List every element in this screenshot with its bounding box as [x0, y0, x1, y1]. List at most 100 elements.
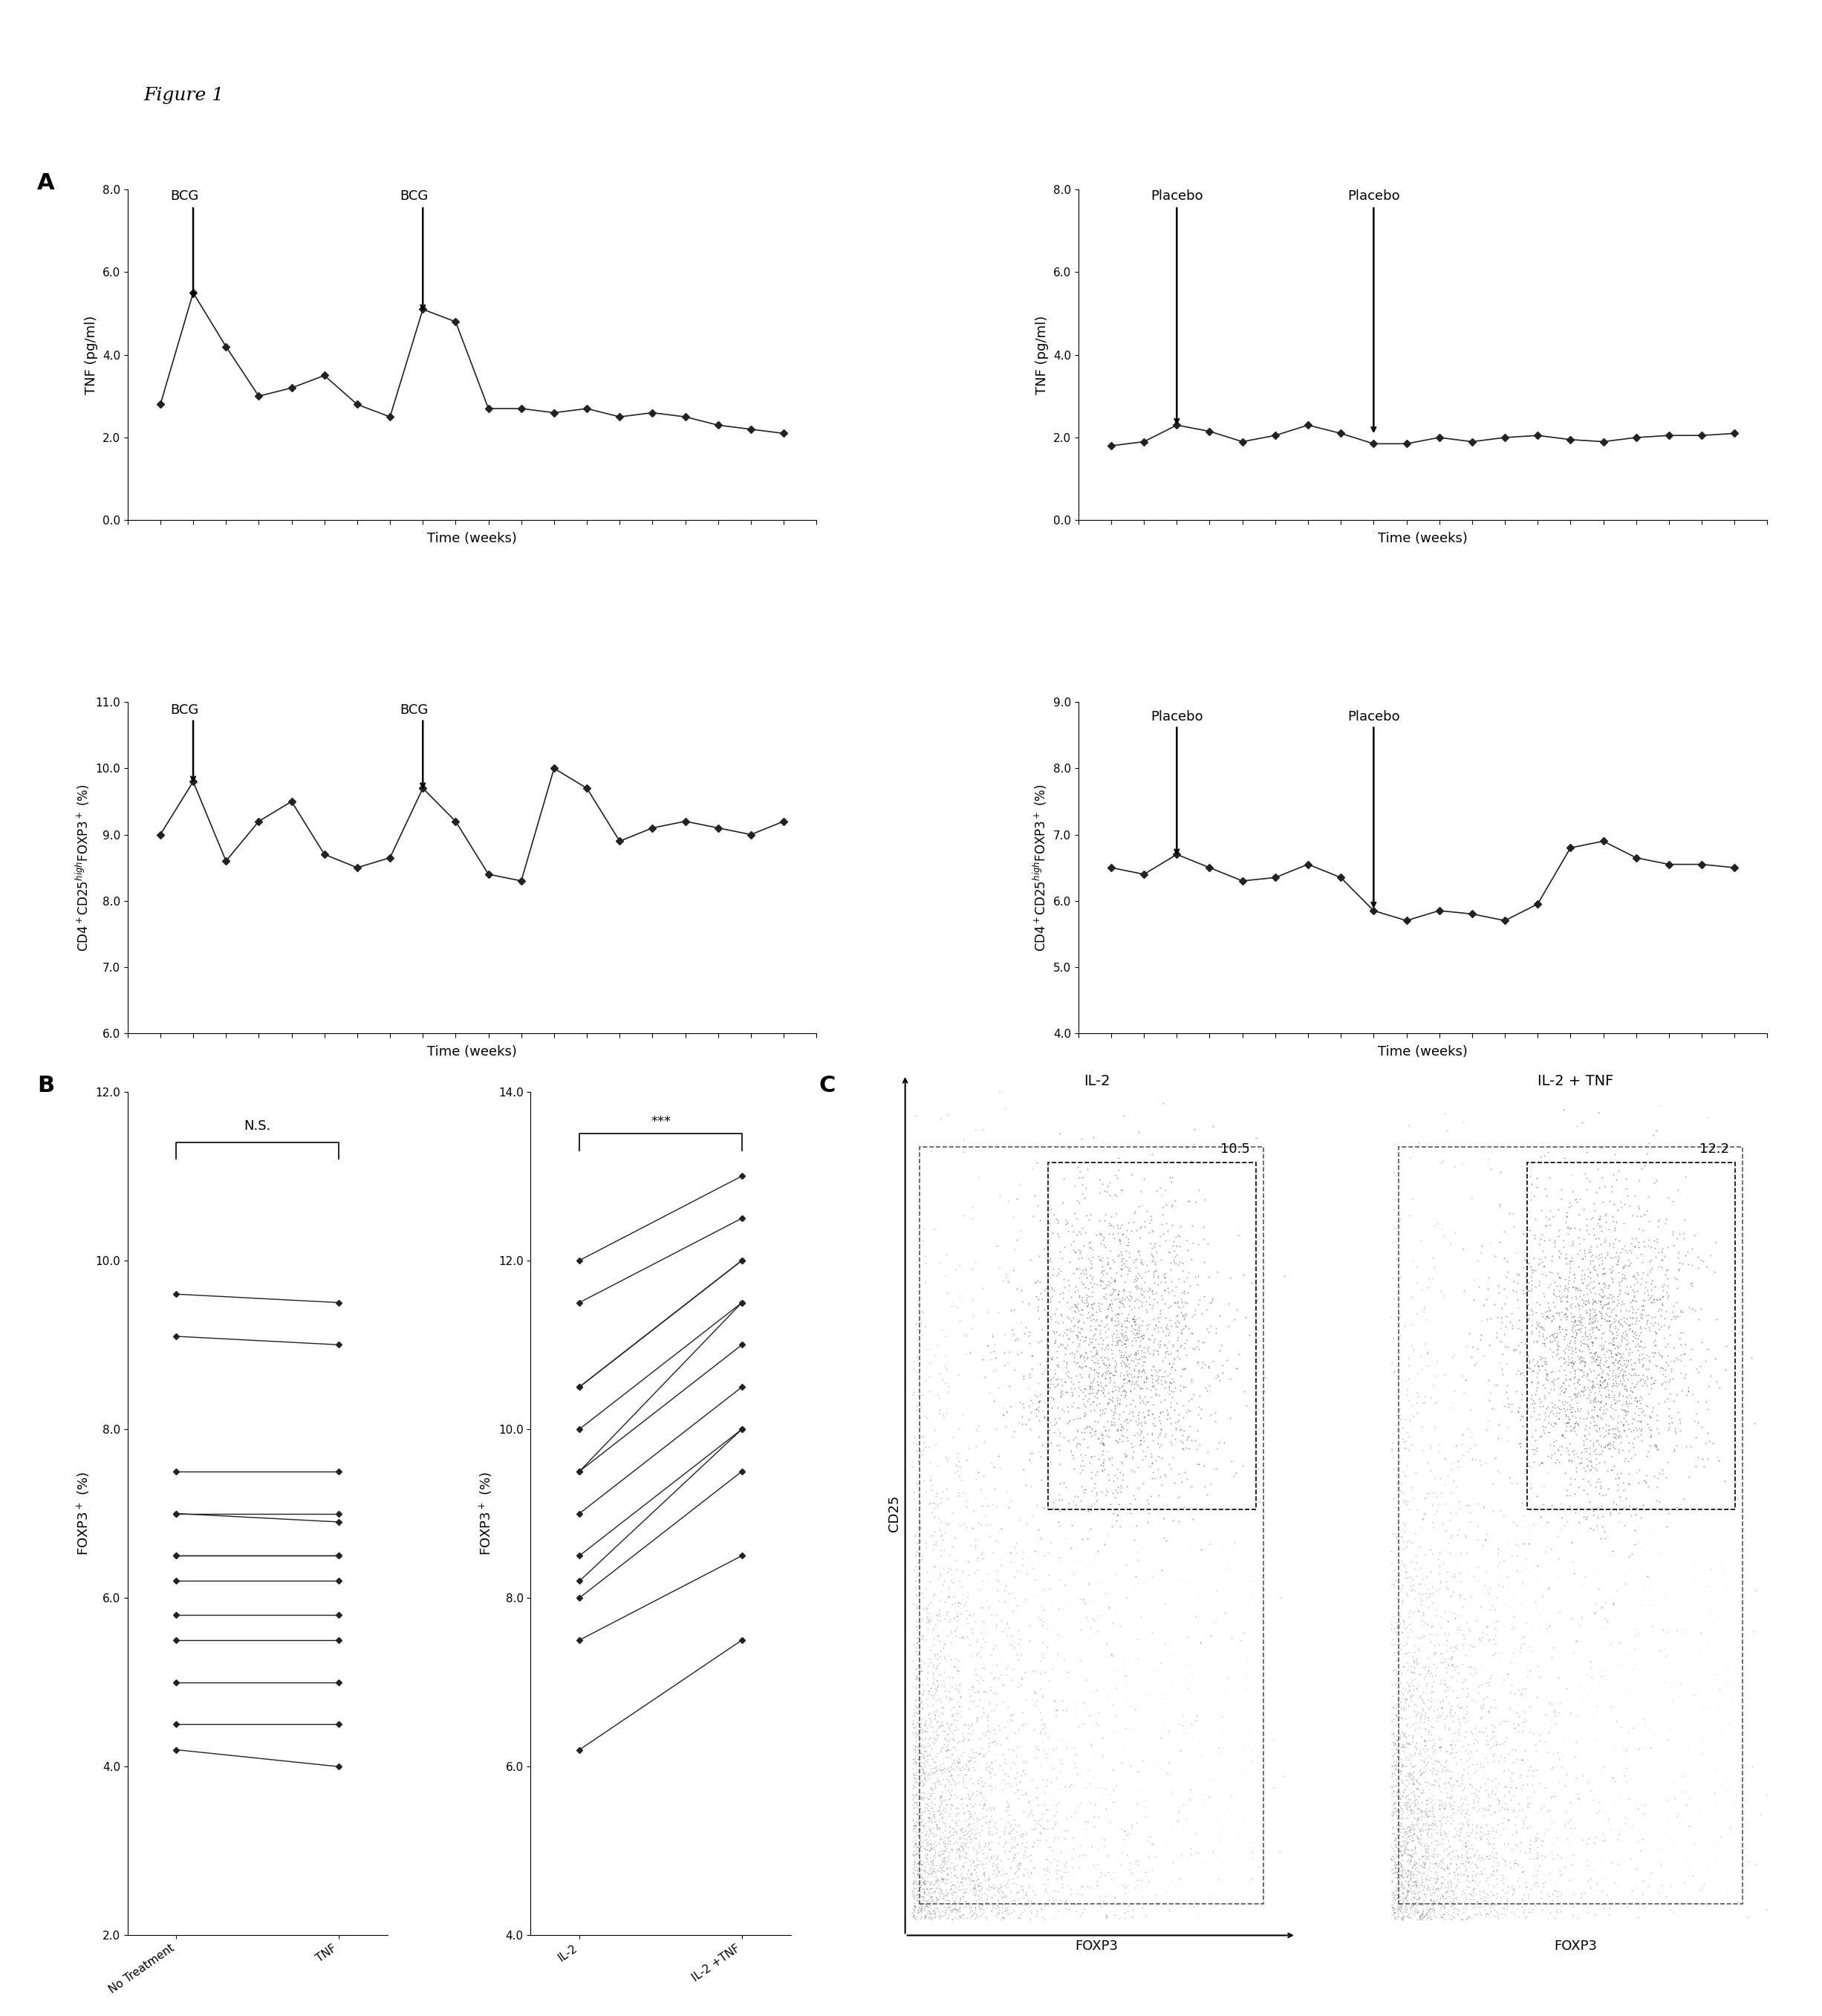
Point: [1458, 1883, 1487, 1915]
Point: [1235, 1867, 1264, 1899]
Point: [982, 1843, 1011, 1875]
Point: [1418, 1675, 1447, 1708]
Point: [1011, 1776, 1040, 1808]
Point: [1028, 1357, 1057, 1389]
Point: [1627, 1417, 1656, 1450]
Point: [955, 1798, 984, 1831]
Point: [1479, 1738, 1509, 1770]
Point: [927, 1901, 957, 1933]
Point: [1033, 1613, 1062, 1645]
Point: [1469, 1288, 1498, 1320]
Point: [942, 1726, 971, 1758]
Point: [1121, 1195, 1150, 1228]
Point: [1653, 1889, 1682, 1921]
Point: [1578, 1282, 1607, 1314]
Point: [916, 1871, 946, 1903]
Point: [1576, 1302, 1605, 1335]
Point: [1489, 1706, 1518, 1738]
Point: [909, 1877, 938, 1909]
Point: [898, 1839, 927, 1871]
Point: [1075, 1865, 1104, 1897]
Point: [1633, 1536, 1662, 1568]
X-axis label: Time (weeks): Time (weeks): [1377, 532, 1469, 546]
Point: [924, 1891, 953, 1923]
Point: [962, 1899, 991, 1931]
Point: [1388, 1681, 1418, 1714]
Point: [1418, 1792, 1447, 1824]
Point: [1571, 1262, 1600, 1294]
Point: [1006, 1216, 1035, 1248]
Point: [1079, 1603, 1108, 1635]
Point: [1018, 1831, 1048, 1863]
Point: [1478, 1859, 1507, 1891]
Point: [1013, 1831, 1042, 1863]
Point: [927, 1881, 957, 1913]
Point: [1077, 1262, 1106, 1294]
Point: [1432, 1635, 1461, 1667]
Point: [1037, 1367, 1066, 1399]
Point: [1618, 1284, 1647, 1316]
Point: [1530, 1202, 1560, 1234]
Point: [1022, 1788, 1051, 1820]
Point: [1623, 1343, 1653, 1375]
Point: [1496, 1675, 1525, 1708]
Point: [1525, 1718, 1554, 1750]
Point: [1622, 1316, 1651, 1349]
Point: [1427, 1861, 1456, 1893]
Point: [1390, 1816, 1419, 1849]
Point: [1407, 1899, 1436, 1931]
Point: [1244, 1486, 1274, 1518]
Point: [1002, 1322, 1031, 1355]
Point: [1423, 1208, 1452, 1240]
Point: [1049, 1272, 1079, 1304]
Point: [1088, 1325, 1117, 1357]
Point: [1600, 1417, 1629, 1450]
Point: [1645, 1849, 1674, 1881]
Point: [1481, 1691, 1510, 1724]
Point: [1139, 1829, 1168, 1861]
Point: [1388, 1845, 1418, 1877]
Point: [1589, 1272, 1618, 1304]
Point: [1040, 1371, 1070, 1403]
Point: [1571, 1419, 1600, 1452]
Point: [1162, 1826, 1192, 1859]
Point: [1051, 1851, 1080, 1883]
Point: [1008, 1695, 1037, 1728]
Point: [1622, 1359, 1651, 1391]
Point: [1505, 1788, 1534, 1820]
Point: [1212, 1345, 1241, 1377]
Point: [1124, 1284, 1153, 1316]
Point: [937, 1627, 966, 1659]
Point: [951, 1837, 980, 1869]
Point: [931, 1768, 960, 1800]
Point: [1031, 1770, 1060, 1802]
Point: [902, 1802, 931, 1835]
Point: [924, 1379, 953, 1411]
Point: [1580, 1218, 1609, 1250]
Point: [916, 1792, 946, 1824]
Point: [1540, 1367, 1569, 1399]
Point: [1591, 1224, 1620, 1256]
Point: [973, 1861, 1002, 1893]
Point: [1383, 1611, 1412, 1643]
Point: [902, 1427, 931, 1460]
Point: [1645, 1310, 1674, 1343]
Point: [1536, 1357, 1565, 1389]
Point: [1117, 1325, 1146, 1357]
Point: [1033, 1764, 1062, 1796]
Point: [924, 1381, 953, 1413]
Point: [1532, 1359, 1561, 1391]
Point: [1534, 1405, 1563, 1437]
Point: [1033, 1355, 1062, 1387]
Point: [1392, 1726, 1421, 1758]
Point: [1474, 1841, 1503, 1873]
Point: [1611, 1395, 1640, 1427]
Point: [1079, 1849, 1108, 1881]
Point: [1585, 1375, 1614, 1407]
Point: [1465, 1669, 1494, 1702]
Point: [1572, 1252, 1602, 1284]
Point: [1596, 1341, 1625, 1373]
Point: [938, 1804, 967, 1837]
Point: [1388, 1855, 1418, 1887]
Point: [1654, 1280, 1684, 1312]
